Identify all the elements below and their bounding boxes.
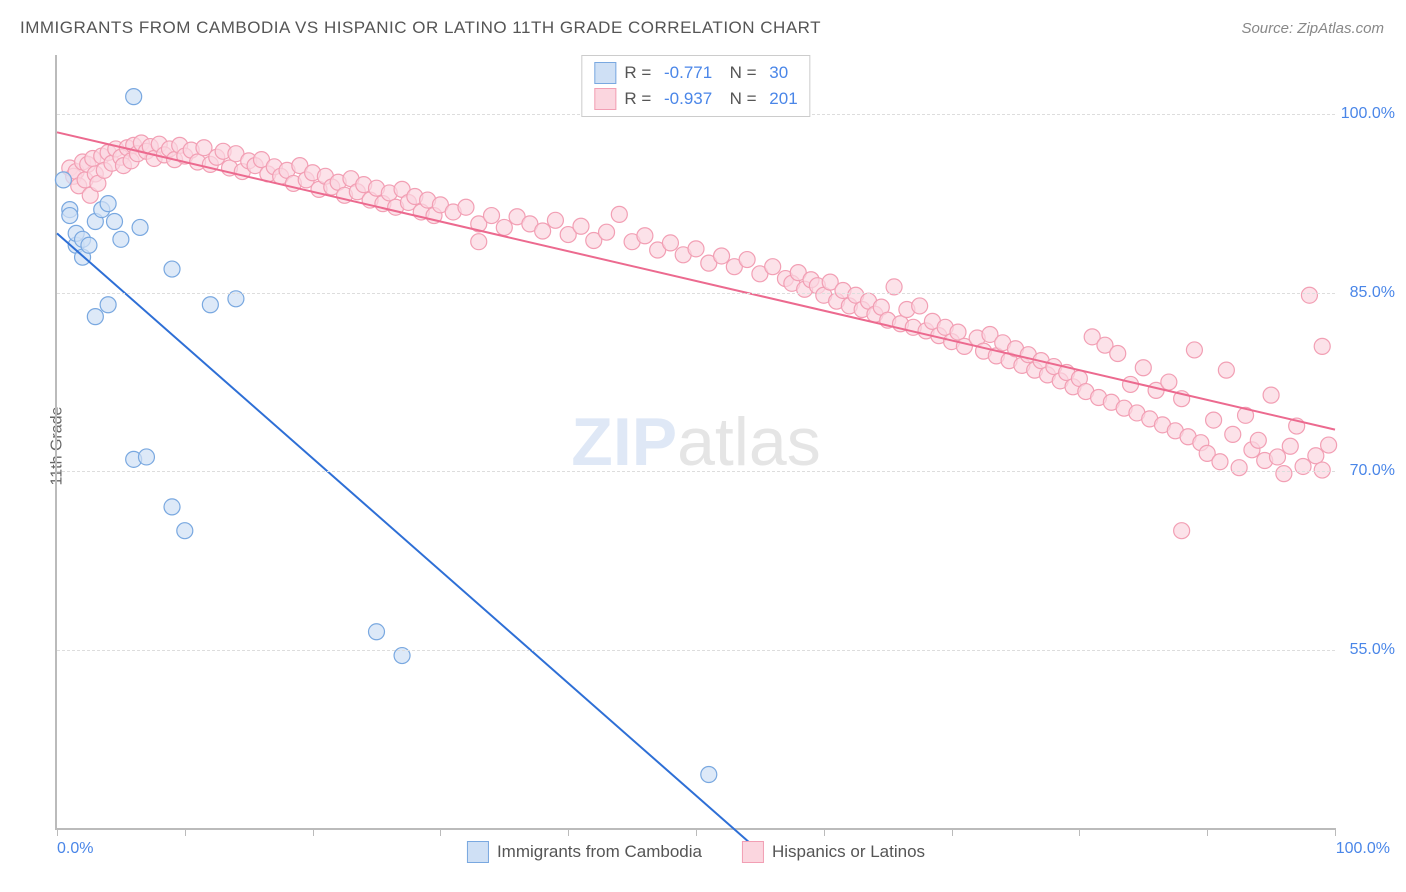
data-point bbox=[637, 228, 653, 244]
plot-area: ZIPatlas R = -0.771 N = 30 R = -0.937 N … bbox=[55, 55, 1335, 830]
x-tick bbox=[952, 828, 953, 836]
y-tick-label: 55.0% bbox=[1340, 641, 1395, 659]
legend-bottom: Immigrants from Cambodia Hispanics or La… bbox=[467, 841, 925, 863]
data-point bbox=[1225, 426, 1241, 442]
data-point bbox=[1206, 412, 1222, 428]
data-point bbox=[100, 196, 116, 212]
x-tick bbox=[1335, 828, 1336, 836]
x-axis-min: 0.0% bbox=[57, 840, 93, 858]
data-point bbox=[113, 231, 129, 247]
data-point bbox=[1123, 376, 1139, 392]
legend-row-cambodia: R = -0.771 N = 30 bbox=[594, 60, 797, 86]
y-tick-label: 100.0% bbox=[1340, 105, 1395, 123]
x-tick bbox=[313, 828, 314, 836]
data-point bbox=[1308, 448, 1324, 464]
data-point bbox=[1263, 387, 1279, 403]
x-tick bbox=[824, 828, 825, 836]
trend-line bbox=[57, 233, 760, 851]
data-point bbox=[765, 259, 781, 275]
data-point bbox=[701, 766, 717, 782]
source-attribution: Source: ZipAtlas.com bbox=[1241, 20, 1384, 37]
legend-item-cambodia: Immigrants from Cambodia bbox=[467, 841, 702, 863]
data-point bbox=[132, 219, 148, 235]
data-point bbox=[369, 624, 385, 640]
gridline bbox=[57, 293, 1335, 294]
data-point bbox=[1314, 462, 1330, 478]
data-point bbox=[1314, 338, 1330, 354]
data-point bbox=[126, 89, 142, 105]
gridline bbox=[57, 471, 1335, 472]
data-point bbox=[1186, 342, 1202, 358]
data-point bbox=[688, 241, 704, 257]
data-point bbox=[87, 309, 103, 325]
chart-container: IMMIGRANTS FROM CAMBODIA VS HISPANIC OR … bbox=[0, 0, 1406, 892]
data-point bbox=[81, 237, 97, 253]
data-point bbox=[100, 297, 116, 313]
data-point bbox=[1161, 374, 1177, 390]
data-point bbox=[1174, 523, 1190, 539]
data-point bbox=[107, 213, 123, 229]
chart-svg bbox=[57, 55, 1335, 828]
swatch-hispanic-bottom bbox=[742, 841, 764, 863]
x-tick bbox=[696, 828, 697, 836]
data-point bbox=[164, 499, 180, 515]
data-point bbox=[547, 212, 563, 228]
swatch-hispanic bbox=[594, 88, 616, 110]
x-tick bbox=[568, 828, 569, 836]
data-point bbox=[471, 234, 487, 250]
data-point bbox=[739, 252, 755, 268]
data-point bbox=[177, 523, 193, 539]
x-tick bbox=[185, 828, 186, 836]
data-point bbox=[202, 297, 218, 313]
data-point bbox=[62, 208, 78, 224]
data-point bbox=[164, 261, 180, 277]
legend-stats: R = -0.771 N = 30 R = -0.937 N = 201 bbox=[581, 55, 810, 117]
data-point bbox=[496, 219, 512, 235]
x-tick bbox=[1207, 828, 1208, 836]
trend-line bbox=[57, 132, 1335, 429]
data-point bbox=[1135, 360, 1151, 376]
data-point bbox=[662, 235, 678, 251]
data-point bbox=[1282, 438, 1298, 454]
y-tick-label: 70.0% bbox=[1340, 462, 1395, 480]
data-point bbox=[1276, 466, 1292, 482]
legend-row-hispanic: R = -0.937 N = 201 bbox=[594, 86, 797, 112]
swatch-cambodia bbox=[594, 62, 616, 84]
x-tick bbox=[57, 828, 58, 836]
data-point bbox=[1250, 432, 1266, 448]
data-point bbox=[55, 172, 71, 188]
data-point bbox=[1231, 460, 1247, 476]
y-tick-label: 85.0% bbox=[1340, 284, 1395, 302]
data-point bbox=[912, 298, 928, 314]
data-point bbox=[950, 324, 966, 340]
x-axis-max: 100.0% bbox=[1336, 840, 1390, 858]
x-tick bbox=[440, 828, 441, 836]
legend-item-hispanic: Hispanics or Latinos bbox=[742, 841, 925, 863]
data-point bbox=[573, 218, 589, 234]
data-point bbox=[1321, 437, 1337, 453]
data-point bbox=[1212, 454, 1228, 470]
swatch-cambodia-bottom bbox=[467, 841, 489, 863]
data-point bbox=[535, 223, 551, 239]
data-point bbox=[611, 206, 627, 222]
data-point bbox=[1218, 362, 1234, 378]
data-point bbox=[1301, 287, 1317, 303]
gridline bbox=[57, 650, 1335, 651]
data-point bbox=[1269, 449, 1285, 465]
data-point bbox=[458, 199, 474, 215]
data-point bbox=[484, 208, 500, 224]
chart-title: IMMIGRANTS FROM CAMBODIA VS HISPANIC OR … bbox=[20, 18, 821, 38]
data-point bbox=[714, 248, 730, 264]
data-point bbox=[599, 224, 615, 240]
data-point bbox=[138, 449, 154, 465]
data-point bbox=[1110, 345, 1126, 361]
x-tick bbox=[1079, 828, 1080, 836]
